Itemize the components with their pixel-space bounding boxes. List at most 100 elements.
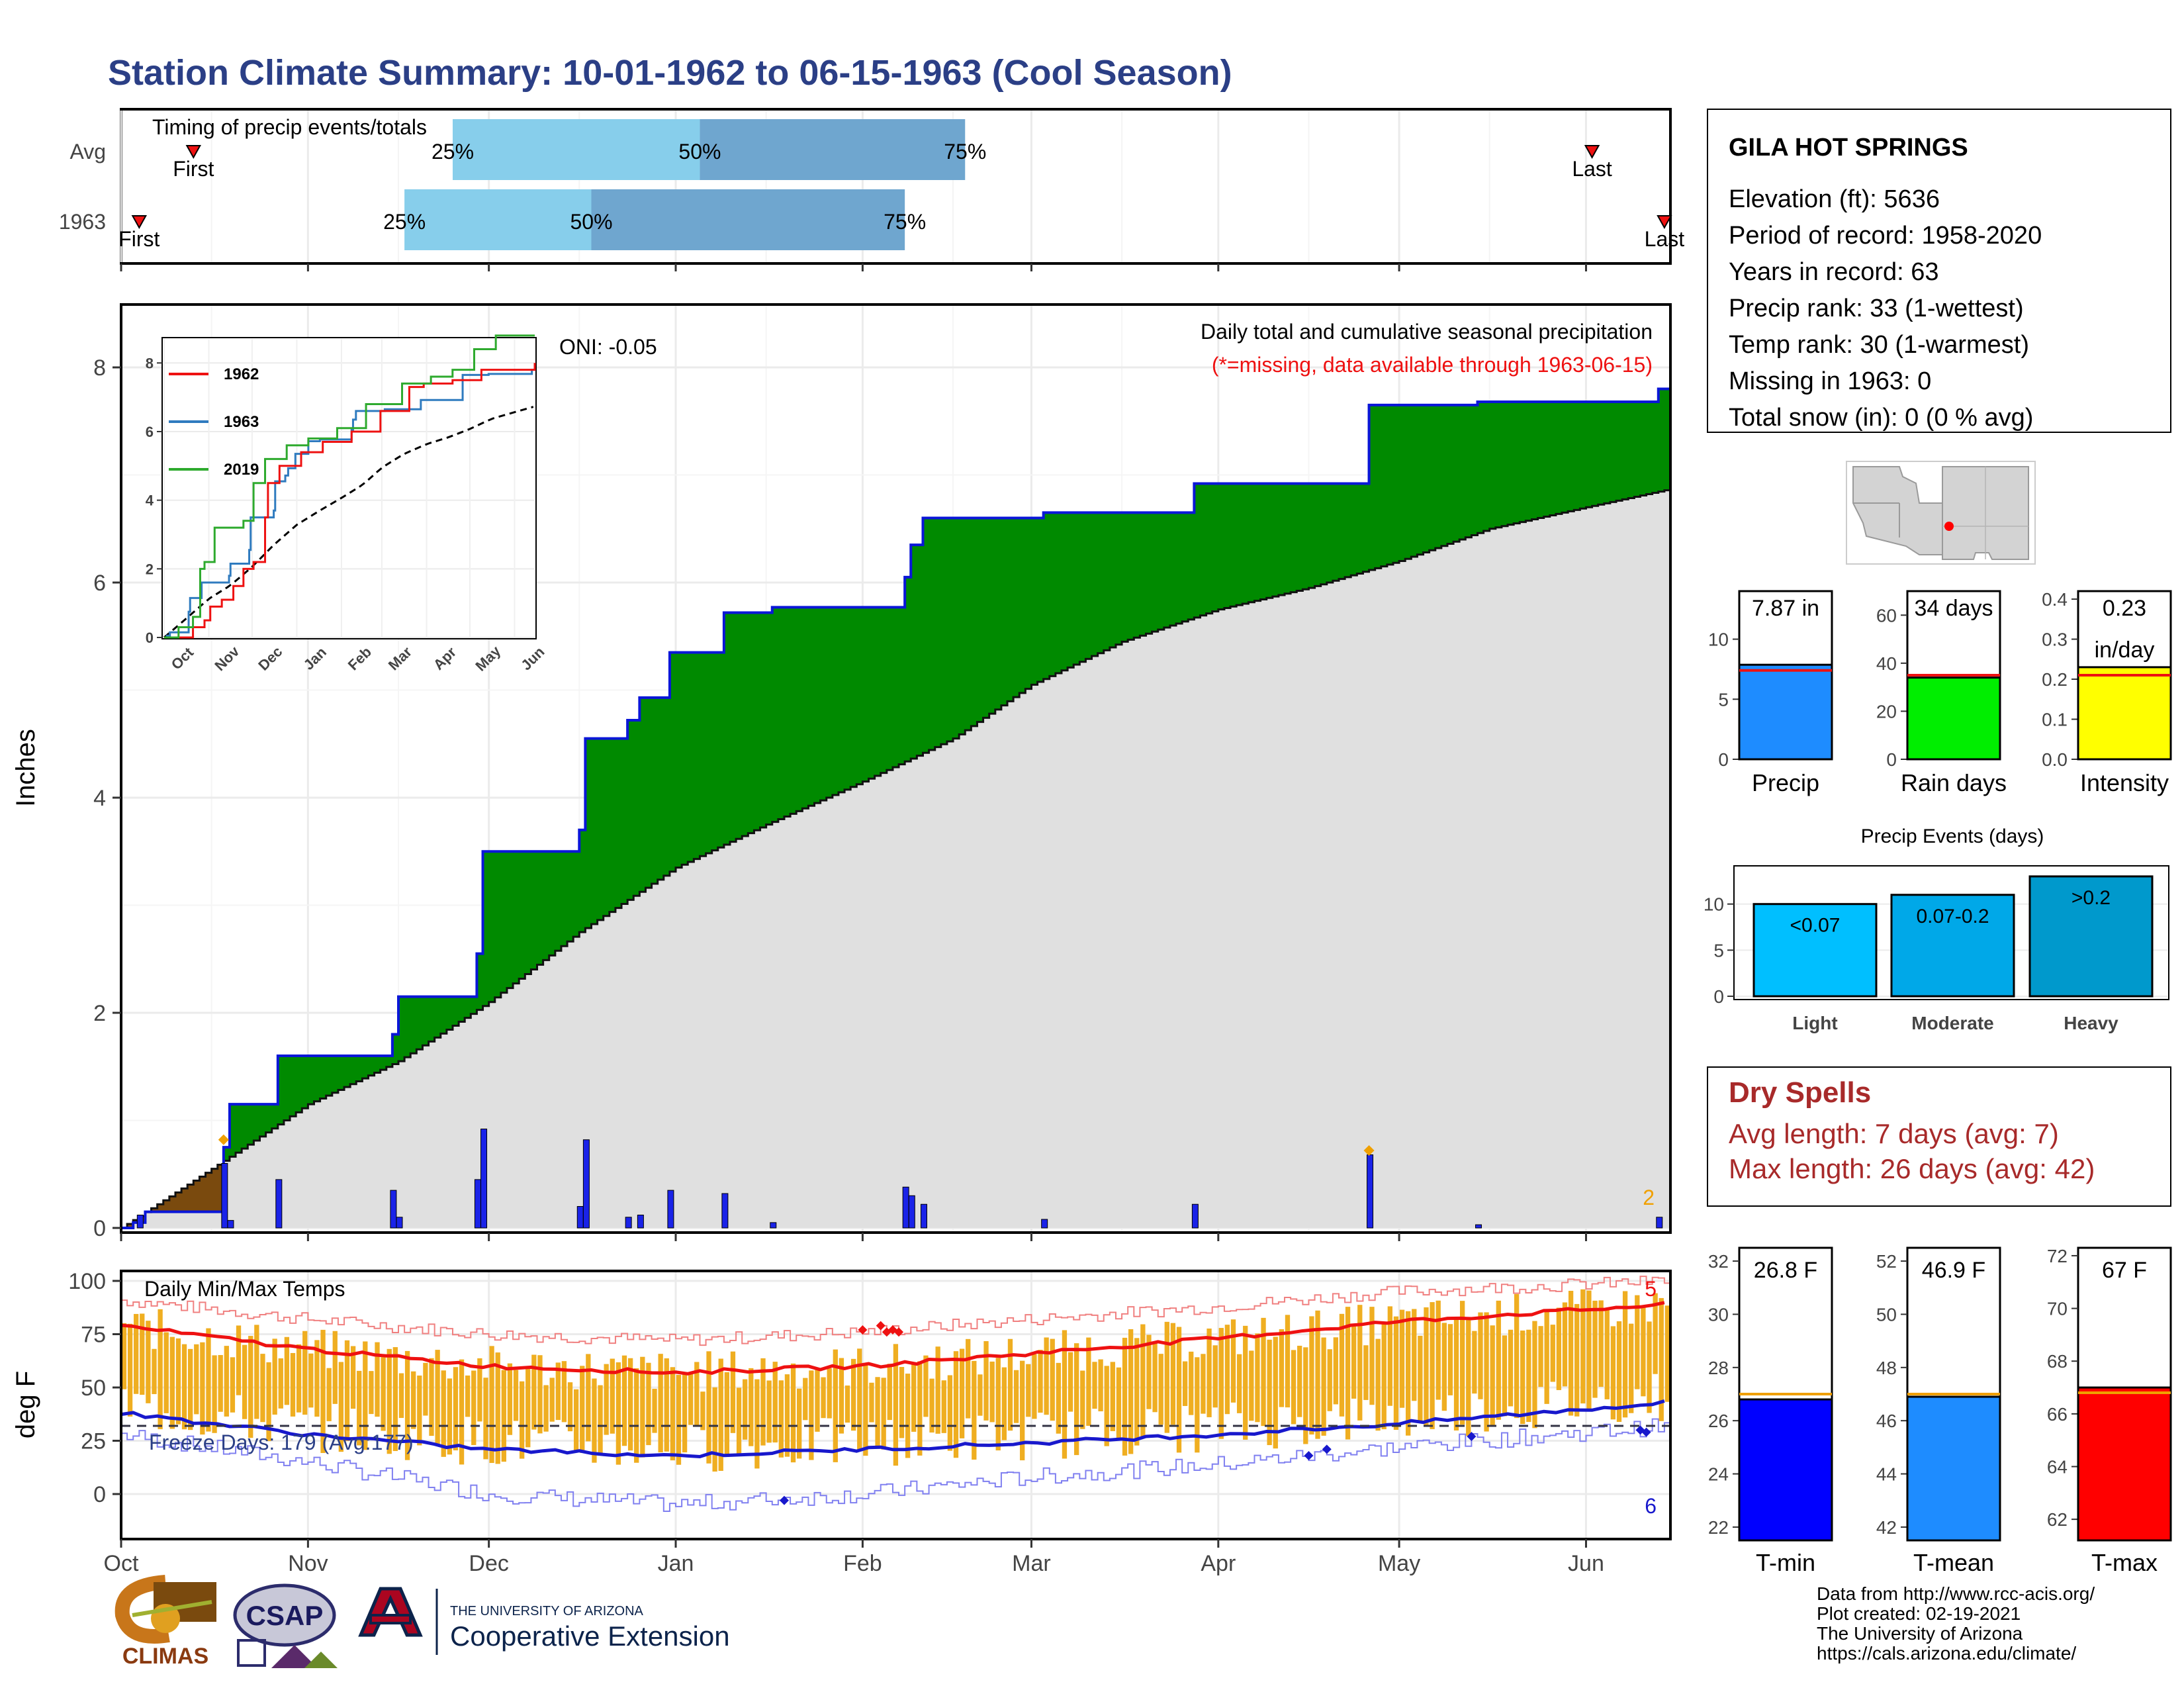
daily-temp-bar <box>724 1372 730 1458</box>
precip-below-normal-segment <box>199 1176 206 1212</box>
precip-above-normal-segment <box>1224 483 1231 608</box>
daily-temp-bar <box>290 1352 296 1417</box>
daily-temp-bar <box>1327 1349 1332 1411</box>
daily-temp-bar <box>1520 1330 1525 1425</box>
precip-above-normal-segment <box>946 518 954 741</box>
inset-average-line <box>163 406 534 639</box>
daily-temp-bar <box>718 1358 723 1472</box>
precip-above-normal-segment <box>669 652 676 872</box>
daily-temp-bar <box>1195 1357 1200 1453</box>
daily-temp-bar <box>1224 1325 1230 1415</box>
precip-above-normal-segment <box>1115 512 1122 645</box>
station-temp-rank: Temp rank: 30 (1-warmest) <box>1729 331 2029 359</box>
temp-bar-value <box>2077 1386 2172 1542</box>
mini-bar-tick-label: 0 <box>1718 749 1729 770</box>
daily-temp-bar <box>1170 1323 1176 1425</box>
daily-temp-bar <box>1116 1367 1122 1440</box>
precip-above-normal-segment <box>1423 404 1430 553</box>
daily-temp-bar <box>1610 1326 1616 1420</box>
daily-temp-bar <box>1068 1352 1073 1412</box>
precip-above-normal-segment <box>1091 512 1099 657</box>
precip-events-chart: Precip Events (days) 0 5 10 <0.07 Light 0.07-… <box>1704 825 2169 1033</box>
dry-spells-title: Dry Spells <box>1729 1076 1871 1109</box>
precip-above-normal-segment <box>983 518 990 718</box>
temp-y-label: deg F <box>11 1371 40 1438</box>
temp-bar-label: T-max <box>2091 1549 2158 1576</box>
daily-temp-bar <box>1104 1366 1109 1446</box>
daily-temp-bar <box>1635 1295 1640 1389</box>
precip-above-normal-segment <box>1037 518 1044 682</box>
daily-precip-bar <box>1475 1224 1482 1229</box>
daily-temp-bar <box>320 1329 326 1453</box>
precip-below-normal-segment <box>127 1224 134 1228</box>
precip-above-normal-segment <box>995 518 1002 710</box>
precip-above-normal-segment <box>688 652 695 862</box>
precip-above-normal-segment <box>736 612 743 839</box>
daily-temp-bar <box>417 1375 422 1446</box>
ua-logo-line-1: THE UNIVERSITY OF ARIZONA <box>450 1604 644 1618</box>
daily-temp-bar <box>1176 1327 1182 1453</box>
daily-temp-bar <box>1664 1305 1670 1402</box>
precip-above-normal-segment <box>1622 402 1629 500</box>
temp-bar-tick-label: 30 <box>1708 1304 1729 1325</box>
daily-temp-bar <box>621 1355 627 1446</box>
precip-event-bar <box>1752 903 1878 998</box>
daily-temp-bar <box>1406 1311 1411 1436</box>
precip-above-normal-segment <box>1218 483 1225 610</box>
timing-first-marker <box>185 145 202 160</box>
precip-above-normal-segment <box>603 738 610 916</box>
precip-above-normal-segment <box>742 612 749 836</box>
daily-temp-bar <box>815 1368 820 1432</box>
precip-above-normal-segment <box>555 851 562 951</box>
precip-above-normal-segment <box>1495 402 1502 528</box>
precip-above-normal-segment <box>1664 389 1670 491</box>
precip-above-normal-segment <box>615 738 622 908</box>
precip-above-normal-segment <box>1152 512 1159 632</box>
events-tick-label: 0 <box>1713 986 1724 1007</box>
precip-above-normal-segment <box>1122 512 1128 642</box>
daily-temp-bar <box>1056 1362 1061 1434</box>
precip-above-normal-segment <box>609 738 616 912</box>
daily-temp-bar <box>749 1368 754 1446</box>
precip-above-normal-segment <box>356 1056 363 1082</box>
ua-logo-line-2: Cooperative Extension <box>450 1620 730 1652</box>
daily-temp-bar <box>1466 1318 1471 1436</box>
daily-temp-bar <box>953 1351 959 1458</box>
footer-line-4: https://cals.arizona.edu/climate/ <box>1817 1643 2076 1664</box>
daily-temp-bar <box>941 1380 946 1433</box>
precip-above-normal-segment <box>627 720 635 900</box>
precip-above-normal-segment <box>1646 402 1653 494</box>
precip-above-normal-segment <box>549 851 556 956</box>
daily-temp-bar <box>1212 1345 1218 1408</box>
daily-temp-bar <box>567 1382 573 1432</box>
page-title: Station Climate Summary: 10-01-1962 to 0… <box>108 53 1232 93</box>
daily-temp-bar <box>525 1367 531 1448</box>
precip-event-bar <box>2028 875 2154 998</box>
daily-temp-bar <box>615 1362 621 1465</box>
inset-series-line <box>164 367 536 639</box>
mini-bar-value <box>2077 666 2172 761</box>
month-tick-label: Mar <box>1012 1551 1051 1576</box>
events-tick-label: 10 <box>1704 894 1724 915</box>
inset-y-tick-label: 8 <box>146 355 154 371</box>
daily-temp-bar <box>272 1338 277 1415</box>
precip-above-normal-segment <box>1291 483 1298 592</box>
daily-temp-bar <box>844 1385 850 1423</box>
precip-above-normal-segment <box>1302 483 1310 590</box>
precip-y-tick-label: 0 <box>93 1216 106 1241</box>
inset-y-tick-label: 6 <box>146 424 154 440</box>
daily-temp-bar <box>1363 1345 1369 1400</box>
daily-temp-bar <box>1062 1330 1068 1459</box>
daily-temp-bar <box>1562 1302 1568 1387</box>
daily-temp-bar <box>899 1367 905 1438</box>
precip-above-normal-segment <box>1079 512 1087 662</box>
precip-above-normal-segment <box>874 607 882 776</box>
precip-above-normal-segment <box>621 738 628 904</box>
precip-above-normal-segment <box>283 1056 291 1121</box>
precip-above-normal-segment <box>1598 402 1605 505</box>
daily-temp-bar <box>1044 1337 1049 1415</box>
precip-above-normal-segment <box>1176 512 1183 624</box>
precip-normal-area <box>121 489 1670 1228</box>
precip-above-normal-segment <box>446 996 453 1030</box>
